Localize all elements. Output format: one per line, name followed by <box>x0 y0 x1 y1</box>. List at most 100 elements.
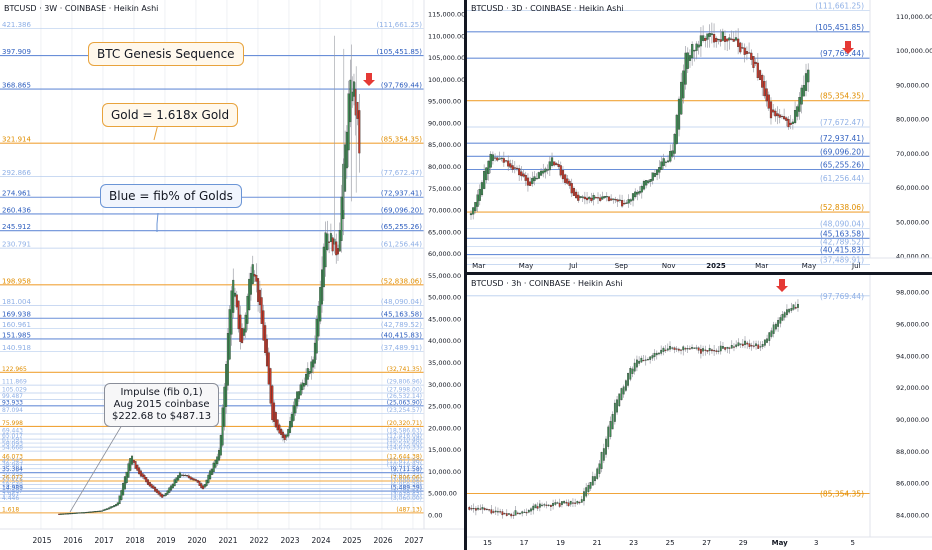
y-tick-label: 20,000.00 <box>428 424 461 432</box>
fib-price-label: (3,060.00) <box>391 495 422 502</box>
candle-down <box>780 115 784 118</box>
fib-price-label: (37,489.91) <box>820 256 864 265</box>
weekly-chart-panel[interactable]: BTCUSD · 3W · COINBASE · Heikin Ashi 421… <box>0 0 464 550</box>
candle-up <box>735 344 738 347</box>
y-tick-label: 35,000.00 <box>428 359 461 367</box>
fib-price-label: (40,415.83) <box>820 246 864 255</box>
candle-up <box>487 160 490 174</box>
candle-down <box>723 36 727 42</box>
candle-up <box>788 308 791 313</box>
candle-down <box>241 328 244 344</box>
candle-up <box>791 121 794 125</box>
candle-up <box>691 347 693 349</box>
candle-down <box>575 191 578 199</box>
candle-up <box>807 69 810 83</box>
candle-up <box>234 292 237 297</box>
x-tick-label: Sep <box>615 262 629 270</box>
candle-up <box>644 359 647 361</box>
candle-down <box>502 158 505 163</box>
callout-pointer <box>156 212 159 232</box>
candle-down <box>756 62 759 79</box>
candle-up <box>640 186 643 193</box>
candle-up <box>552 502 554 507</box>
candle-down <box>559 165 562 176</box>
candle-up <box>508 513 510 515</box>
candle-down <box>574 502 577 504</box>
callout-pointer <box>69 419 126 513</box>
candle-down <box>328 241 331 243</box>
fib-price-label: (85,354.35) <box>820 92 864 101</box>
candle-up <box>113 505 116 507</box>
y-tick-label: 15,000.00 <box>428 446 461 454</box>
candle-up <box>70 513 73 515</box>
candle-up <box>483 171 486 189</box>
y-tick-label: 40,000.00 <box>428 337 461 345</box>
y-tick-label: 100,000.00 <box>428 76 464 84</box>
candle-down <box>594 197 597 199</box>
weekly-chart-canvas[interactable]: 421.386 (111,661.25) 397.909 (105,451.85) 36… <box>0 0 464 550</box>
candle-down <box>191 477 194 480</box>
candle-up <box>612 198 615 200</box>
fib-price-label: (14,670.33) <box>387 445 422 452</box>
candle-down <box>202 485 205 490</box>
candle-up <box>693 49 696 52</box>
candle-up <box>297 391 300 399</box>
candle-up <box>306 368 309 380</box>
candle-up <box>688 55 692 61</box>
candle-down <box>610 198 613 201</box>
three-day-chart-panel[interactable]: BTCUSD · 3D · COINBASE · Heikin Ashi (11… <box>467 0 932 272</box>
candle-down <box>748 343 751 347</box>
y-tick-label: 85,000.00 <box>428 141 461 149</box>
candle-up <box>228 309 231 360</box>
candle-up <box>514 510 517 516</box>
three-hour-chart-panel[interactable]: BTCUSD · 3h · COINBASE · Heikin Ashi (97… <box>467 275 932 550</box>
candle-down <box>713 350 716 352</box>
candle-up <box>347 93 350 151</box>
fib-price-label: (52,838.06) <box>381 277 422 285</box>
candle-up <box>544 168 547 173</box>
candle-down <box>358 110 361 154</box>
candle-down <box>468 506 471 510</box>
fib-percent-label: 169.938 <box>2 311 31 319</box>
candle-down <box>145 476 148 483</box>
candle-up <box>620 388 623 401</box>
candle-up <box>550 157 554 166</box>
candle-down <box>711 349 713 352</box>
candle-up <box>627 373 629 386</box>
fib-price-label: (487.13) <box>396 506 422 513</box>
candle-up <box>602 448 605 461</box>
candle-up <box>656 169 659 176</box>
three-day-chart-canvas[interactable]: (111,661.25) (105,451.85) (97,769.44) (85,3… <box>467 0 932 272</box>
candle-up <box>686 52 689 69</box>
candle-up <box>530 508 532 512</box>
candle-down <box>599 197 602 201</box>
three-hour-chart-canvas[interactable]: (97,769.44) (85,354.35) 98,000.00 96,000.00… <box>467 275 932 550</box>
candle-up <box>802 85 805 97</box>
candle-up <box>61 513 64 515</box>
candle-up <box>481 507 484 510</box>
candle-down <box>155 489 158 493</box>
fib-price-label: (15,575.60) <box>387 441 422 448</box>
fib-percent-label: 26.072 <box>2 474 23 481</box>
fib-price-label: (48,090.04) <box>381 298 422 306</box>
fib-percent-label: 368.865 <box>2 82 31 90</box>
candle-up <box>645 180 648 186</box>
candle-up <box>226 332 229 386</box>
candle-down <box>148 481 151 487</box>
x-tick-label: 2018 <box>125 536 144 545</box>
candle-up <box>129 458 132 471</box>
candle-down <box>267 352 270 385</box>
candle-up <box>489 153 492 168</box>
candle-up <box>653 173 657 177</box>
fib-percent-label: 181.004 <box>2 298 31 306</box>
candle-up <box>576 501 579 504</box>
candle-down <box>529 181 532 186</box>
y-tick-label: 84,000.00 <box>896 512 929 520</box>
candle-up <box>706 33 709 40</box>
candle-down <box>776 113 779 117</box>
candle-up <box>177 475 180 481</box>
candle-up <box>774 323 777 330</box>
candle-up <box>772 324 775 334</box>
candle-up <box>84 511 87 514</box>
fib-percent-label: 7.967 <box>2 492 19 499</box>
